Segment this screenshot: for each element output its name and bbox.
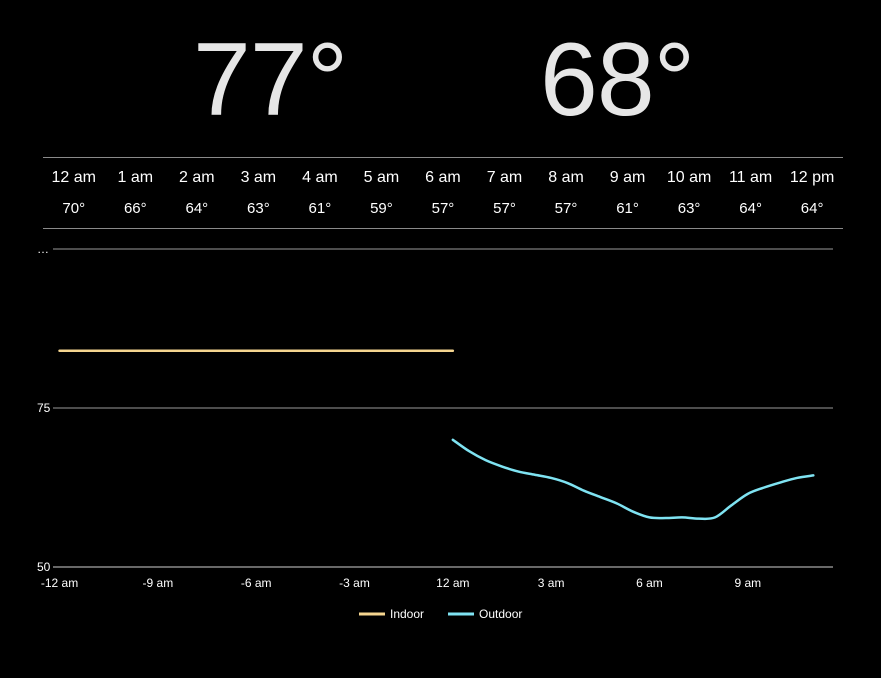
x-tick-label: -9 am [143,576,174,590]
forecast-hour: 6 am 57° [412,158,474,228]
forecast-hour: 8 am 57° [535,158,597,228]
forecast-hour: 2 am 64° [166,158,228,228]
outdoor-temperature: 68° [540,22,695,138]
forecast-hour-temp: 63° [677,200,701,217]
forecast-hour-time: 5 am [363,169,400,186]
x-tick-label: -12 am [41,576,78,590]
series-line-outdoor [451,438,815,521]
forecast-hour-temp: 63° [247,200,270,217]
forecast-hour: 9 am 61° [597,158,659,228]
y-tick-label: … [37,242,49,256]
current-temperatures: 77° 68° [0,22,881,142]
forecast-hour: 10 am 63° [658,158,720,228]
forecast-hour: 4 am 61° [289,158,351,228]
forecast-hour-time: 12 pm [789,169,835,186]
forecast-hour-temp: 70° [62,200,86,217]
forecast-hour-time: 8 am [548,169,584,186]
forecast-hour-temp: 64° [739,200,762,217]
forecast-hour-temp: 64° [185,200,209,217]
hourly-forecast: 12 am 70° 1 am 66° 2 am 64° 3 am 63° 4 am 61° 5 am… [43,157,843,229]
forecast-hour-temp: 59° [370,200,393,217]
legend-label: Outdoor [479,607,522,621]
forecast-hour-time: 7 am [486,169,523,186]
forecast-hour-temp: 64° [800,200,824,217]
forecast-hour-temp: 57° [493,200,516,217]
forecast-hour-time: 1 am [117,169,154,186]
x-tick-label: -3 am [339,576,370,590]
forecast-hour-time: 2 am [179,169,215,186]
forecast-hour: 5 am 59° [351,158,413,228]
forecast-hour-temp: 61° [308,200,332,217]
forecast-hour-temp: 66° [123,200,147,217]
forecast-hour: 12 am 70° [43,158,105,228]
forecast-hour-time: 10 am [666,169,712,186]
temperature-history-chart: 50 75 … -12 am -9 am -6 am -3 am 12 am 3 am 6 am 9… [37,242,833,621]
forecast-hour-time: 12 am [51,169,96,186]
forecast-hour-temp: 57° [554,200,578,217]
forecast-hour-time: 11 am [728,169,773,186]
x-tick-label: 3 am [538,576,565,590]
x-tick-label: 12 am [436,576,469,590]
x-tick-label: 9 am [734,576,761,590]
forecast-hour-time: 6 am [425,169,461,186]
forecast-hour: 7 am 57° [474,158,536,228]
legend-label: Indoor [390,607,424,621]
forecast-hour-time: 4 am [302,169,338,186]
y-tick-label: 75 [37,401,51,415]
forecast-hour-temp: 61° [616,200,639,217]
y-tick-label: 50 [37,560,51,574]
forecast-hour-time: 3 am [240,169,277,186]
forecast-hour-temp: 57° [431,200,455,217]
forecast-hour: 12 pm 64° [781,158,843,228]
forecast-hour-time: 9 am [609,169,646,186]
x-tick-label: -6 am [241,576,272,590]
forecast-hour: 1 am 66° [105,158,167,228]
x-tick-label: 6 am [636,576,663,590]
forecast-hour: 3 am 63° [228,158,290,228]
forecast-hour: 11 am 64° [720,158,782,228]
indoor-temperature: 77° [193,22,348,138]
